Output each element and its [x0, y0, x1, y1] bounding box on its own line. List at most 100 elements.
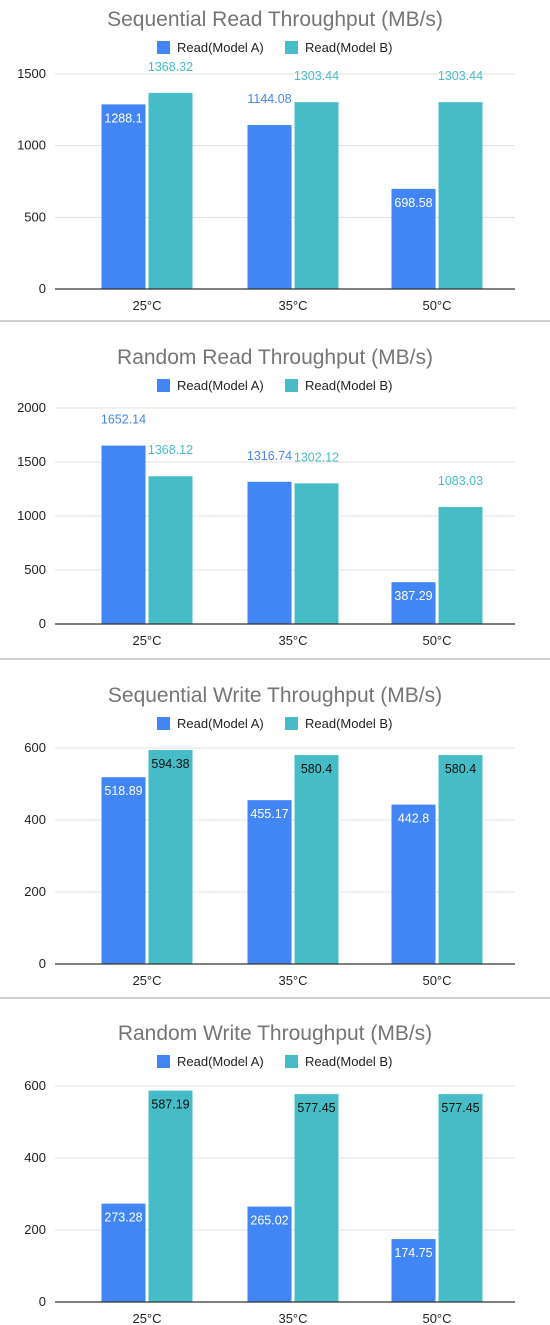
bar-model-a [101, 104, 146, 289]
data-label: 1288.1 [104, 111, 142, 125]
bar-model-b [294, 102, 339, 289]
bar-model-b [294, 1094, 339, 1302]
bar-model-b [438, 507, 483, 624]
bar-model-a [101, 777, 146, 964]
x-tick-label: 35°C [278, 973, 307, 988]
chart-panel: Random Read Throughput (MB/s) Read(Model … [0, 338, 550, 658]
chart-separator [0, 320, 550, 322]
data-label: 577.45 [297, 1101, 335, 1115]
bar-model-b [438, 1094, 483, 1302]
y-tick-label: 1000 [17, 508, 46, 523]
bar-model-a [391, 582, 436, 624]
chart-title: Random Read Throughput (MB/s) [117, 346, 433, 369]
legend-swatch-model-b [285, 717, 298, 730]
legend-label-model-a: Read(Model A) [177, 1054, 264, 1069]
y-tick-label: 1000 [17, 138, 46, 153]
legend-label-model-a: Read(Model A) [177, 378, 264, 393]
legend-swatch-model-b [285, 41, 298, 54]
bar-model-a [391, 188, 436, 289]
y-tick-label: 0 [39, 956, 46, 971]
bar-model-b [148, 750, 193, 964]
x-tick-label: 50°C [422, 973, 451, 988]
bar-model-b [438, 755, 483, 964]
x-tick-label: 25°C [132, 973, 161, 988]
x-tick-label: 50°C [422, 1311, 451, 1325]
legend-swatch-model-a [157, 1055, 170, 1068]
legend-label-model-a: Read(Model A) [177, 716, 264, 731]
legend-swatch-model-a [157, 379, 170, 392]
bar-model-a [101, 445, 146, 624]
bar-model-b [148, 92, 193, 289]
legend-label-model-b: Read(Model B) [305, 378, 392, 393]
legend-label-model-b: Read(Model B) [305, 1054, 392, 1069]
bar-model-b [294, 483, 339, 624]
bar-model-a [247, 800, 292, 964]
x-tick-label: 35°C [278, 633, 307, 648]
data-label: 1144.08 [247, 92, 291, 106]
data-label: 580.4 [445, 762, 476, 776]
legend-label-model-b: Read(Model B) [305, 40, 392, 55]
x-tick-label: 50°C [422, 298, 451, 313]
bar-chart: Random Write Throughput (MB/s) Read(Model… [24, 1022, 515, 1325]
data-label: 1368.32 [148, 60, 193, 74]
data-label: 1316.74 [247, 449, 292, 463]
y-tick-label: 0 [39, 616, 46, 631]
bar-model-a [101, 1203, 146, 1302]
data-label: 577.45 [441, 1101, 479, 1115]
data-label: 518.89 [104, 784, 142, 798]
legend-swatch-model-b [285, 379, 298, 392]
y-tick-label: 400 [24, 1150, 46, 1165]
y-tick-label: 600 [24, 740, 46, 755]
data-label: 174.75 [394, 1246, 432, 1260]
y-tick-label: 2000 [17, 400, 46, 415]
data-label: 580.4 [301, 762, 332, 776]
bar-model-b [148, 1090, 193, 1302]
y-tick-label: 400 [24, 812, 46, 827]
x-tick-label: 35°C [278, 1311, 307, 1325]
y-tick-label: 1500 [17, 454, 46, 469]
x-tick-label: 25°C [132, 298, 161, 313]
chart-panel: Random Write Throughput (MB/s) Read(Model… [0, 1014, 550, 1325]
bar-model-b [294, 755, 339, 964]
bar-model-a [247, 125, 292, 289]
data-label: 587.19 [151, 1098, 189, 1112]
y-tick-label: 200 [24, 1222, 46, 1237]
data-label: 1302.12 [294, 450, 339, 464]
legend-swatch-model-a [157, 717, 170, 730]
data-label: 387.29 [394, 589, 432, 603]
y-tick-label: 600 [24, 1078, 46, 1093]
bar-chart: Random Read Throughput (MB/s) Read(Model … [17, 346, 515, 648]
legend-swatch-model-a [157, 41, 170, 54]
chart-separator [0, 658, 550, 660]
y-tick-label: 0 [39, 1294, 46, 1309]
bar-model-a [391, 804, 436, 964]
data-label: 442.8 [398, 812, 429, 826]
x-tick-label: 50°C [422, 633, 451, 648]
data-label: 273.28 [104, 1211, 142, 1225]
chart-title: Sequential Read Throughput (MB/s) [107, 8, 443, 31]
bar-model-b [438, 102, 483, 289]
bar-model-a [247, 1206, 292, 1302]
y-tick-label: 200 [24, 884, 46, 899]
y-tick-label: 500 [24, 209, 46, 224]
data-label: 1303.44 [438, 69, 483, 83]
legend-label-model-a: Read(Model A) [177, 40, 264, 55]
data-label: 1083.03 [438, 474, 483, 488]
data-label: 594.38 [151, 757, 189, 771]
chart-separator [0, 997, 550, 999]
y-tick-label: 500 [24, 562, 46, 577]
x-tick-label: 25°C [132, 633, 161, 648]
x-tick-label: 35°C [278, 298, 307, 313]
data-label: 455.17 [250, 807, 288, 821]
x-tick-label: 25°C [132, 1311, 161, 1325]
bar-chart: Sequential Write Throughput (MB/s) Read(M… [24, 684, 515, 988]
data-label: 1368.12 [148, 443, 193, 457]
legend-label-model-b: Read(Model B) [305, 716, 392, 731]
bar-model-b [148, 476, 193, 624]
bar-model-a [247, 481, 292, 624]
bar-chart: Sequential Read Throughput (MB/s) Read(Mo… [17, 8, 515, 313]
chart-title: Random Write Throughput (MB/s) [118, 1022, 432, 1045]
data-label: 265.02 [250, 1214, 288, 1228]
chart-panel: Sequential Read Throughput (MB/s) Read(Mo… [0, 0, 550, 320]
